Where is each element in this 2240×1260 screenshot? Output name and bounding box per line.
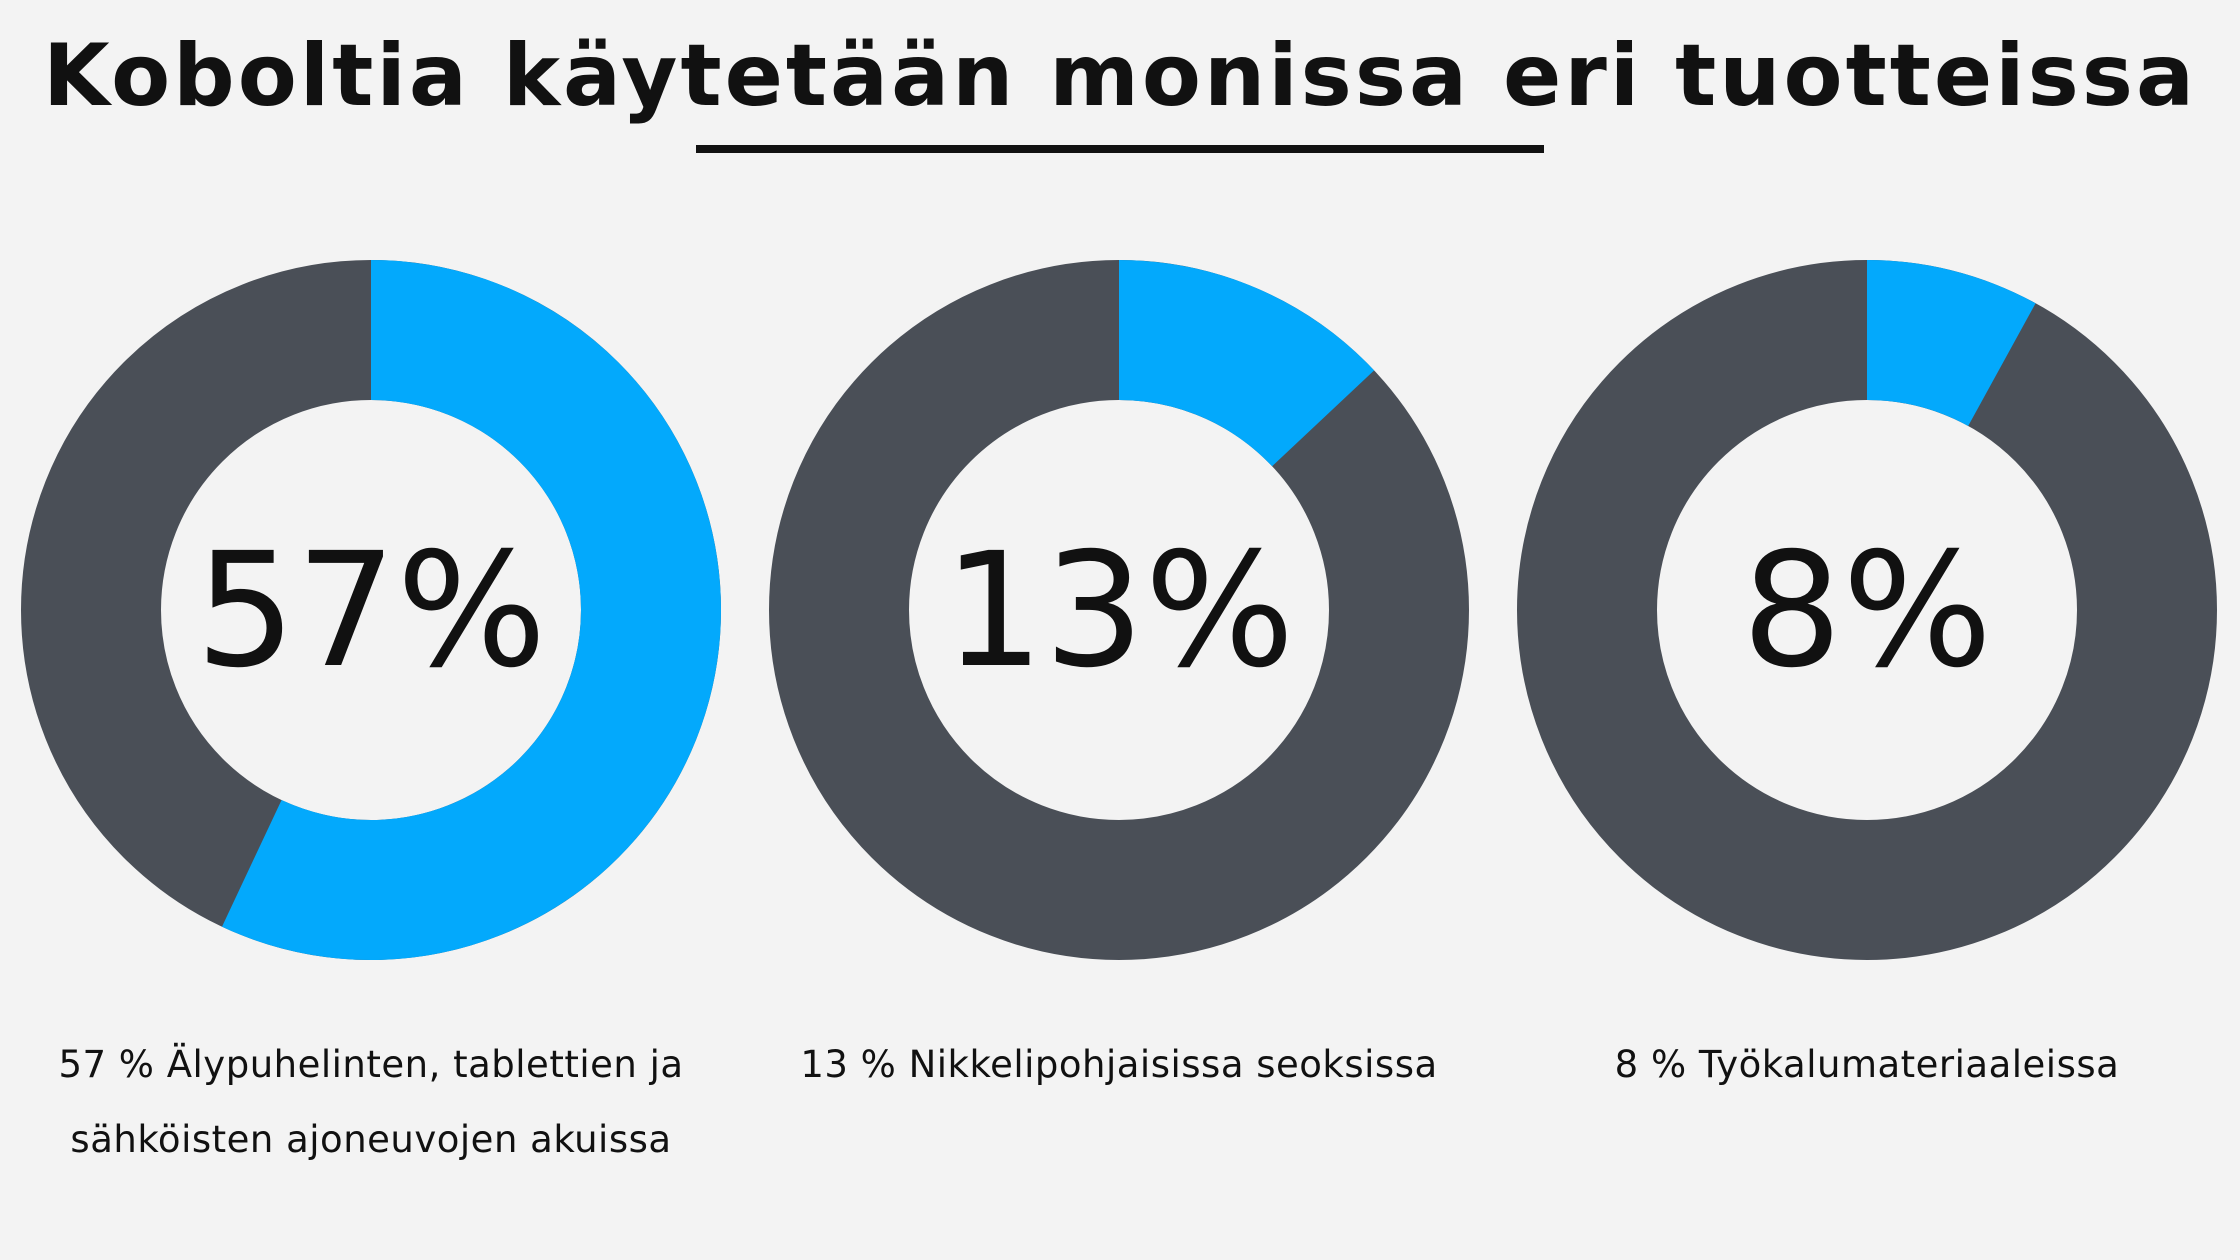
caption: 8 % Työkalumateriaaleissa bbox=[1614, 1043, 2120, 1086]
title-underline bbox=[696, 145, 1544, 153]
donut-segment bbox=[1867, 260, 2036, 426]
donut-segment bbox=[1119, 260, 1375, 467]
center-label: 57% bbox=[195, 519, 546, 703]
center-label: 8% bbox=[1742, 519, 1993, 703]
caption: 57 % Älypuhelinten, tablettien ja sähköi… bbox=[58, 1043, 684, 1161]
donut-segment bbox=[221, 260, 722, 960]
center-label: 13% bbox=[943, 519, 1294, 703]
chart-title: Koboltia käytetään monissa eri tuotteiss… bbox=[43, 26, 2197, 126]
caption: 13 % Nikkelipohjaisissa seoksissa bbox=[800, 1043, 1438, 1086]
